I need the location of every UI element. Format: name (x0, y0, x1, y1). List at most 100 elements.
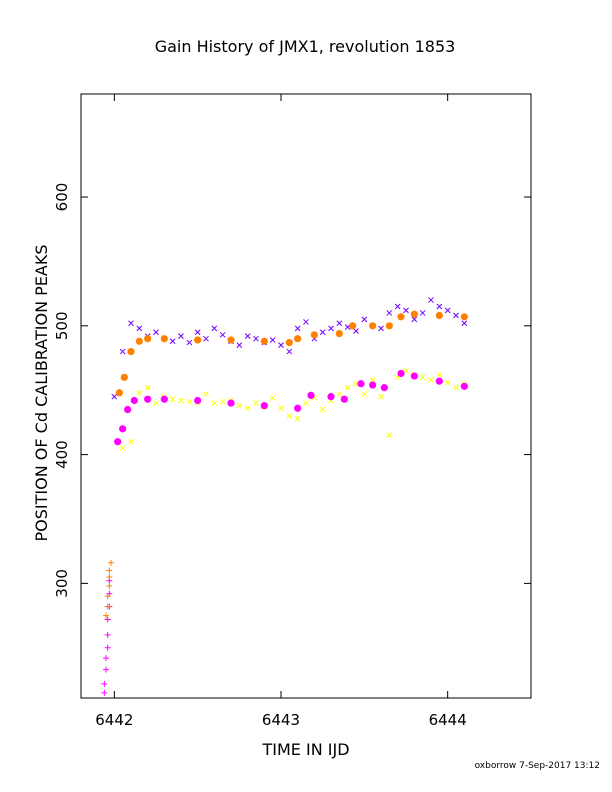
dot-mark (397, 369, 405, 378)
cross-mark (453, 384, 459, 391)
plus-mark (103, 655, 109, 662)
cross-mark (186, 339, 193, 346)
series-5 (103, 559, 114, 619)
cross-mark (378, 393, 384, 400)
dot-mark (260, 402, 268, 410)
plus-mark (101, 680, 108, 687)
series-2 (115, 310, 468, 397)
footer-stamp: oxborrow 7-Sep-2017 13:12 (475, 761, 600, 771)
cross-mark (153, 329, 159, 336)
cross-mark (286, 348, 293, 355)
plot-frame (80, 93, 532, 699)
cross-mark (128, 438, 134, 445)
cross-mark (369, 377, 376, 383)
dot-mark (369, 322, 377, 330)
cross-mark (294, 325, 301, 332)
cross-mark (361, 316, 368, 323)
cross-mark (253, 400, 259, 406)
cross-mark (428, 297, 434, 303)
dot-mark (385, 322, 393, 330)
x-tick-label: 6443 (262, 711, 300, 729)
cross-mark (303, 319, 309, 325)
cross-mark (436, 303, 443, 310)
cross-mark (169, 396, 176, 403)
cross-mark (244, 405, 251, 412)
dot-mark (369, 381, 377, 389)
cross-mark (403, 307, 409, 314)
plus-mark (104, 593, 111, 600)
series-4 (101, 577, 113, 696)
cross-mark (278, 342, 284, 348)
cross-mark (353, 328, 359, 334)
dot-mark (340, 395, 348, 403)
cross-mark (319, 329, 326, 336)
dot-mark (357, 380, 365, 388)
cross-mark (219, 398, 226, 405)
cross-mark (419, 310, 426, 316)
dot-mark (294, 404, 302, 412)
dot-mark (160, 335, 168, 343)
cross-mark (428, 377, 434, 383)
dot-mark (380, 384, 388, 392)
cross-mark (344, 384, 351, 391)
dot-mark (194, 396, 202, 405)
plus-mark (103, 612, 109, 619)
cross-mark (353, 380, 359, 387)
dot-mark (307, 391, 315, 399)
dot-mark (435, 311, 443, 320)
dot-mark (135, 337, 143, 345)
plus-mark (104, 631, 111, 638)
cross-mark (136, 325, 143, 332)
cross-mark (153, 400, 159, 406)
cross-mark (419, 374, 426, 381)
plus-mark (104, 603, 111, 610)
dot-mark (227, 399, 235, 407)
cross-mark (303, 400, 309, 406)
x-axis-label: TIME IN IJD (261, 740, 349, 759)
cross-mark (236, 342, 243, 348)
cross-mark (278, 405, 284, 412)
dot-mark (460, 382, 468, 390)
y-tick-label: 300 (53, 569, 71, 598)
dot-mark (114, 438, 122, 446)
cross-mark (203, 391, 209, 397)
y-tick-label: 600 (53, 183, 71, 212)
cross-mark (336, 391, 343, 397)
dot-mark (294, 335, 302, 343)
dot-mark (285, 338, 293, 347)
dot-mark (119, 425, 127, 433)
cross-mark (328, 325, 334, 332)
dot-mark (349, 322, 357, 330)
cross-mark (386, 310, 393, 316)
dot-mark (327, 393, 335, 401)
plus-mark (108, 559, 114, 566)
cross-mark (211, 400, 218, 406)
dot-mark (194, 336, 202, 344)
dot-mark (160, 395, 168, 403)
cross-mark (394, 303, 401, 310)
data-marks (101, 297, 468, 696)
dot-mark (144, 335, 152, 343)
cross-mark (444, 307, 451, 314)
cross-mark (286, 413, 293, 419)
dot-mark (397, 313, 405, 321)
cross-mark (269, 337, 276, 343)
y-tick-label: 400 (53, 440, 71, 469)
series-3 (114, 369, 468, 446)
cross-mark (169, 338, 176, 345)
cross-mark (244, 333, 251, 339)
cross-mark (361, 391, 368, 397)
tick-labels: 6442 6443 6444 300 400 500 600 (53, 183, 467, 729)
cross-mark (453, 312, 459, 319)
cross-mark (336, 320, 343, 327)
cross-mark (436, 371, 443, 378)
plus-mark (106, 573, 113, 580)
dot-mark (335, 329, 343, 338)
cross-mark (194, 329, 201, 336)
chart-title: Gain History of JMX1, revolution 1853 (155, 37, 456, 56)
dot-mark (260, 337, 268, 345)
cross-mark (253, 335, 259, 342)
plus-mark (106, 582, 113, 589)
cross-mark (269, 395, 276, 401)
dot-mark (460, 313, 468, 321)
